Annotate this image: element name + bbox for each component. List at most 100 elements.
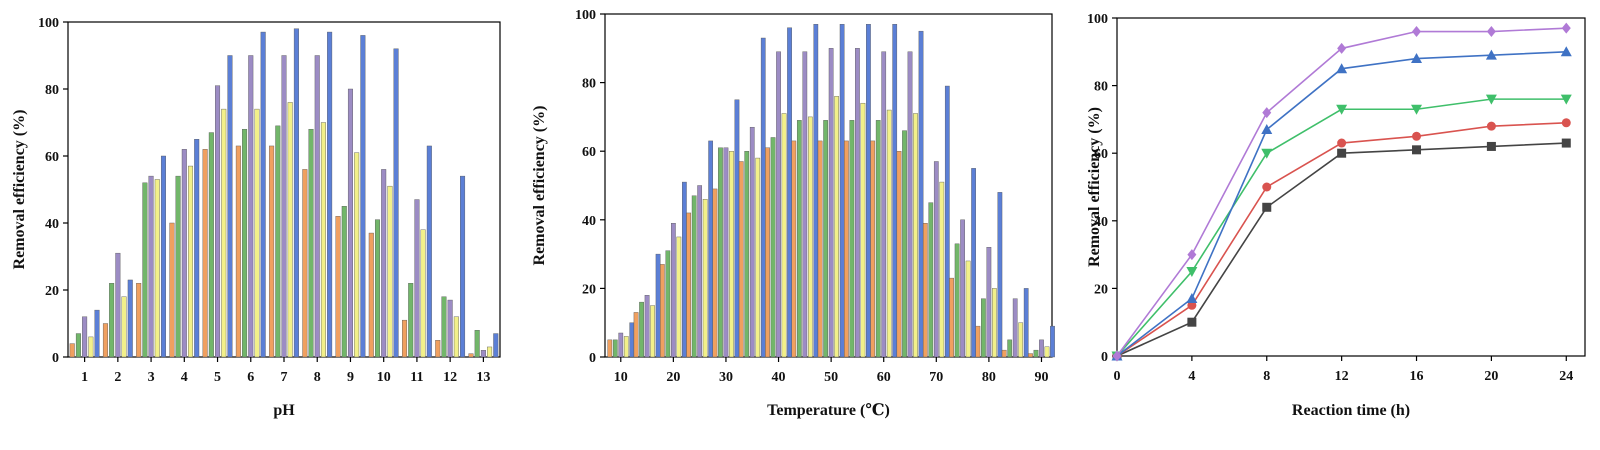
bar-orange (468, 353, 474, 358)
bar-blue (839, 24, 845, 358)
bar-blue (393, 48, 399, 358)
point-purple-diamond (1262, 107, 1272, 119)
bar-yellow (834, 96, 839, 358)
bar-purple (960, 219, 965, 358)
bar-purple (933, 161, 939, 358)
x-tick-label: 90 (1034, 370, 1048, 385)
point-black-square (1412, 145, 1422, 155)
x-tick-label: 50 (824, 370, 838, 385)
point-red-circle (1187, 300, 1197, 310)
bar-purple (855, 48, 860, 358)
bar-orange (102, 323, 108, 358)
bar-green (474, 330, 480, 358)
y-tick-label: 40 (1094, 215, 1108, 230)
point-green-triangle-down (1560, 94, 1572, 105)
bar-orange (136, 283, 142, 358)
point-green-triangle-down (1261, 148, 1273, 159)
bar-blue (1023, 288, 1029, 358)
y-axis-title: Removal efficiency (%) (531, 106, 548, 266)
point-purple-diamond (1561, 22, 1571, 34)
x-tick-label: 40 (772, 370, 786, 385)
bar-green (665, 250, 671, 358)
bar-yellow (320, 122, 326, 358)
x-tick-label: 30 (719, 370, 733, 385)
bar-blue (127, 279, 133, 358)
bar-purple (281, 55, 287, 358)
point-purple-diamond (1337, 42, 1347, 54)
bar-yellow (965, 260, 971, 358)
bar-yellow (729, 150, 734, 358)
bar-green (770, 137, 776, 358)
bar-blue (360, 35, 366, 358)
point-purple-diamond (1187, 249, 1197, 261)
point-purple-diamond (1412, 26, 1422, 38)
bar-yellow (702, 199, 708, 358)
point-purple-diamond (1112, 350, 1122, 362)
bar-green (175, 175, 181, 358)
x-tick-label: 60 (877, 370, 891, 385)
bar-purple (671, 223, 676, 358)
bar-green (308, 128, 314, 358)
bar-yellow (650, 305, 655, 358)
y-tick-label: 60 (45, 150, 59, 165)
bar-blue (892, 24, 898, 358)
bar-yellow (781, 113, 787, 358)
bar-blue (708, 140, 714, 358)
bar-purple (181, 149, 187, 358)
temperature-chart-svg: 0 20 40 60 80 100 Removal efficiency (%) Temper… (531, 8, 1055, 419)
bar-purple (480, 350, 486, 358)
bar-green (1007, 339, 1013, 358)
bar-orange (235, 145, 241, 358)
bar-yellow (354, 152, 360, 358)
y-tick-label: 20 (45, 284, 59, 299)
bar-purple (215, 85, 221, 358)
bar-green (242, 128, 248, 358)
bar-orange (269, 145, 275, 358)
x-tick-label: 13 (476, 370, 490, 385)
bar-purple (776, 51, 781, 358)
bar-green (954, 243, 960, 358)
x-tick-label: 4 (1188, 369, 1195, 384)
series-line-purple (1116, 27, 1567, 357)
x-tick-label: 4 (181, 370, 188, 385)
bar-blue (629, 322, 635, 358)
bar-yellow (188, 165, 194, 358)
plot-frame (604, 13, 1053, 358)
bar-blue (426, 145, 432, 358)
bar-purple (115, 252, 121, 358)
bar-purple (802, 51, 808, 358)
bar-orange (335, 216, 341, 358)
bar-green (408, 283, 414, 358)
y-tick-label: 80 (582, 77, 596, 92)
bar-purple (381, 169, 387, 358)
x-tick-label: 10 (614, 370, 628, 385)
bar-blue (460, 175, 466, 358)
y-tick-label: 0 (52, 351, 59, 366)
point-black-square (1486, 141, 1496, 151)
bar-green (441, 296, 447, 358)
bar-green (928, 202, 934, 358)
point-red-circle (1412, 131, 1422, 141)
bar-blue (94, 309, 100, 358)
point-green-triangle-down (1186, 267, 1198, 277)
point-red-circle (1561, 118, 1571, 128)
bar-blue (227, 55, 233, 358)
x-tick-label: 24 (1559, 369, 1573, 384)
bar-purple (828, 48, 834, 358)
bar-blue (682, 181, 687, 358)
bar-yellow (860, 102, 866, 358)
x-axis-title: pH (273, 402, 295, 419)
bar-yellow (453, 316, 459, 358)
x-tick-label: 16 (1410, 369, 1424, 384)
x-tick-label: 5 (214, 370, 221, 385)
bar-blue (787, 27, 792, 358)
bar-orange (368, 232, 374, 358)
bar-yellow (387, 185, 393, 358)
ph-bar-chart: 0 20 40 60 80 100 Removal efficiency (%) pH 1 2 3 4… (0, 0, 510, 445)
bar-yellow (287, 102, 293, 358)
bar-blue (918, 30, 924, 358)
x-tick-label: 8 (1263, 369, 1270, 384)
bar-green (275, 125, 281, 358)
y-tick-label: 100 (575, 8, 596, 23)
